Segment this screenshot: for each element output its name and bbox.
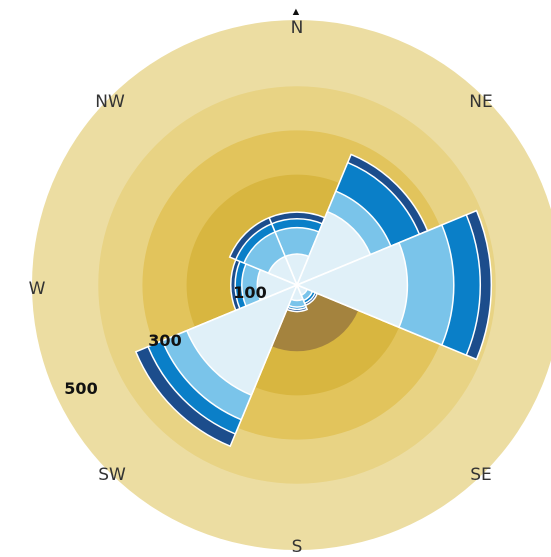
sector-divider — [296, 253, 371, 286]
sector-divider — [284, 256, 298, 286]
sector-divider — [268, 272, 298, 286]
sector-divider — [296, 256, 310, 286]
compass-label-nw: NW — [95, 92, 125, 112]
compass-label-se: SE — [470, 465, 492, 485]
sector-divider — [259, 284, 298, 301]
sector-divider — [296, 284, 302, 296]
sector-divider — [296, 284, 308, 290]
sector-ne-band-1 — [295, 210, 372, 287]
sector-w-band-1 — [256, 268, 299, 302]
north-marker-icon: ▲ — [291, 6, 302, 18]
sector-divider — [290, 284, 298, 300]
sector-sw-band-1 — [185, 283, 299, 397]
sector-e-band-1 — [295, 241, 409, 329]
compass-label-s: S — [292, 537, 303, 557]
compass-label-n: N — [291, 18, 304, 38]
sector-dividers — [259, 253, 371, 301]
ring-label-100: 100 — [233, 283, 266, 302]
direction-sectors — [134, 153, 493, 448]
compass-label-w: W — [29, 279, 46, 299]
ring-label-300: 300 — [148, 331, 181, 350]
compass-label-ne: NE — [469, 92, 492, 112]
compass-label-sw: SW — [98, 465, 126, 485]
ring-label-500: 500 — [64, 379, 97, 398]
